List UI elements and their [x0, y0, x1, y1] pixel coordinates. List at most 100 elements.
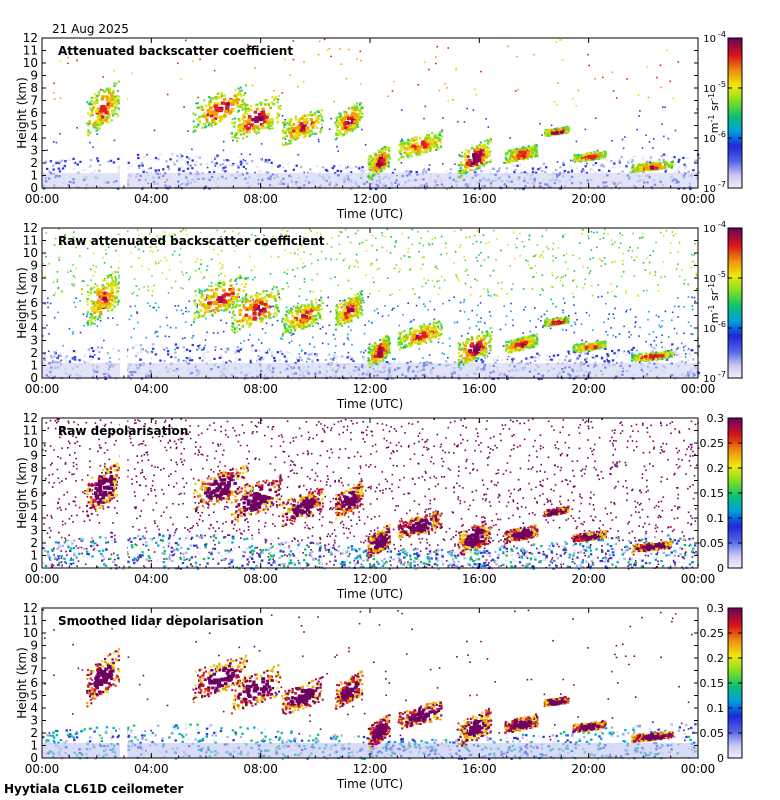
colorbar-tick-label: 10	[703, 324, 716, 335]
y-tick-label: 4	[30, 321, 38, 335]
y-tick-label: 0	[30, 371, 38, 385]
panel-title: Smoothed lidar depolarisation	[58, 614, 264, 628]
x-tick-label: 20:00	[571, 382, 606, 396]
y-tick-label: 10	[23, 246, 38, 260]
y-tick-label: 2	[30, 536, 38, 550]
colorbar-tick-exponent: -6	[718, 320, 726, 329]
y-tick-label: 6	[30, 106, 38, 120]
date-label: 21 Aug 2025	[52, 22, 129, 36]
x-tick-label: 20:00	[571, 192, 606, 206]
x-tick-label: 08:00	[243, 192, 278, 206]
y-tick-label: 12	[23, 221, 38, 235]
x-tick-label: 20:00	[571, 762, 606, 776]
panel-title: Raw attenuated backscatter coefficient	[58, 234, 325, 248]
data-gap	[119, 38, 128, 188]
heatmap-field	[42, 609, 700, 761]
colorbar-tick-label: 10	[703, 184, 716, 195]
colorbar-tick-exponent: -5	[718, 80, 726, 89]
colorbar-tick-label: 0.05	[700, 537, 725, 550]
x-tick-label: 04:00	[134, 382, 169, 396]
x-tick-label: 00:00	[681, 762, 716, 776]
y-tick-label: 6	[30, 296, 38, 310]
y-tick-label: 0	[30, 561, 38, 575]
x-tick-label: 00:00	[25, 572, 60, 586]
data-gap	[119, 608, 128, 758]
plot-area	[42, 228, 698, 378]
colorbar-tick-label: 0.3	[707, 602, 725, 615]
y-axis-label: Height (km)	[15, 647, 29, 718]
y-tick-label: 0	[30, 181, 38, 195]
x-tick-label: 00:00	[681, 572, 716, 586]
y-tick-label: 4	[30, 701, 38, 715]
y-tick-label: 11	[23, 614, 38, 628]
plot-area	[42, 418, 698, 568]
x-tick-label: 16:00	[462, 762, 497, 776]
colorbar-tick-label: 0	[717, 562, 724, 575]
colorbar-tick-label: 0.25	[700, 627, 725, 640]
y-tick-label: 4	[30, 131, 38, 145]
x-tick-label: 00:00	[681, 192, 716, 206]
colorbar-tick-label: 0.25	[700, 437, 725, 450]
colorbar	[727, 37, 743, 189]
x-tick-label: 00:00	[25, 762, 60, 776]
y-tick-label: 0	[30, 751, 38, 765]
y-tick-label: 2	[30, 156, 38, 170]
y-axis-label: Height (km)	[15, 77, 29, 148]
y-tick-label: 7	[30, 664, 38, 678]
y-tick-label: 12	[23, 601, 38, 615]
x-tick-label: 12:00	[353, 192, 388, 206]
y-tick-label: 7	[30, 474, 38, 488]
x-tick-label: 00:00	[25, 192, 60, 206]
colorbar	[727, 227, 743, 379]
colorbar-tick-label: 10	[703, 134, 716, 145]
x-axis-label: Time (UTC)	[336, 207, 403, 221]
y-tick-label: 8	[30, 81, 38, 95]
colorbar-tick-label: 10	[703, 274, 716, 285]
x-tick-label: 04:00	[134, 572, 169, 586]
y-tick-label: 1	[30, 549, 38, 563]
x-tick-label: 12:00	[353, 762, 388, 776]
y-tick-label: 2	[30, 726, 38, 740]
x-tick-label: 16:00	[462, 572, 497, 586]
colorbar-tick-exponent: -4	[718, 30, 726, 39]
x-tick-label: 08:00	[243, 762, 278, 776]
y-tick-label: 10	[23, 626, 38, 640]
colorbar-tick-label: 0.05	[700, 727, 725, 740]
heatmap-field	[42, 228, 701, 381]
x-tick-label: 12:00	[353, 382, 388, 396]
colorbar-tick-exponent: -7	[718, 370, 726, 379]
x-axis-label: Time (UTC)	[336, 777, 403, 791]
y-tick-label: 5	[30, 689, 38, 703]
y-tick-label: 1	[30, 739, 38, 753]
y-tick-label: 9	[30, 259, 38, 273]
y-tick-label: 9	[30, 639, 38, 653]
y-tick-label: 3	[30, 144, 38, 158]
colorbar-tick-label: 0.3	[707, 412, 725, 425]
data-gap	[119, 228, 128, 378]
y-tick-label: 11	[23, 234, 38, 248]
x-tick-label: 00:00	[681, 382, 716, 396]
colorbar-unit: m-1 sr-1	[707, 93, 721, 133]
y-tick-label: 2	[30, 346, 38, 360]
colorbar-tick-exponent: -4	[718, 220, 726, 229]
y-tick-label: 6	[30, 486, 38, 500]
y-tick-label: 3	[30, 714, 38, 728]
y-tick-label: 8	[30, 271, 38, 285]
colorbar-tick-label: 0.15	[700, 487, 725, 500]
y-tick-label: 8	[30, 461, 38, 475]
y-tick-label: 8	[30, 651, 38, 665]
colorbar-tick-label: 0	[717, 752, 724, 765]
y-tick-label: 11	[23, 424, 38, 438]
data-gap	[119, 418, 128, 568]
colorbar-tick-label: 10	[703, 374, 716, 385]
heatmap-field	[42, 418, 700, 571]
y-tick-label: 1	[30, 359, 38, 373]
colorbar-tick-exponent: -6	[718, 130, 726, 139]
y-tick-label: 9	[30, 69, 38, 83]
y-tick-label: 7	[30, 94, 38, 108]
y-tick-label: 11	[23, 44, 38, 58]
